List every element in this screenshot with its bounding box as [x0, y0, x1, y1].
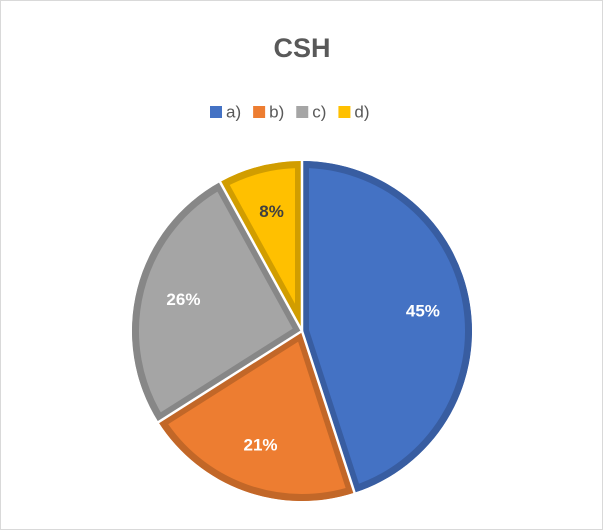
slice-separator: [300, 330, 357, 495]
slice-separator: [218, 179, 304, 332]
data-label: 21%: [244, 436, 278, 455]
legend-label: a): [226, 102, 241, 121]
data-label: 26%: [166, 290, 200, 309]
legend-label: d): [354, 102, 369, 121]
pie-slice: [158, 331, 355, 501]
legend-label: c): [312, 102, 326, 121]
slice-separator: [156, 329, 303, 425]
chart-title: CSH: [273, 33, 330, 63]
legend-label: b): [269, 102, 284, 121]
legend-swatch: [296, 106, 309, 118]
legend-swatch: [338, 106, 351, 118]
legend-swatch: [253, 106, 266, 118]
pie-slice: [302, 161, 472, 493]
legend-swatch: [210, 106, 222, 118]
data-label: 45%: [406, 301, 440, 320]
legend: a) b) c) d): [210, 102, 370, 121]
data-label: 8%: [259, 202, 284, 221]
